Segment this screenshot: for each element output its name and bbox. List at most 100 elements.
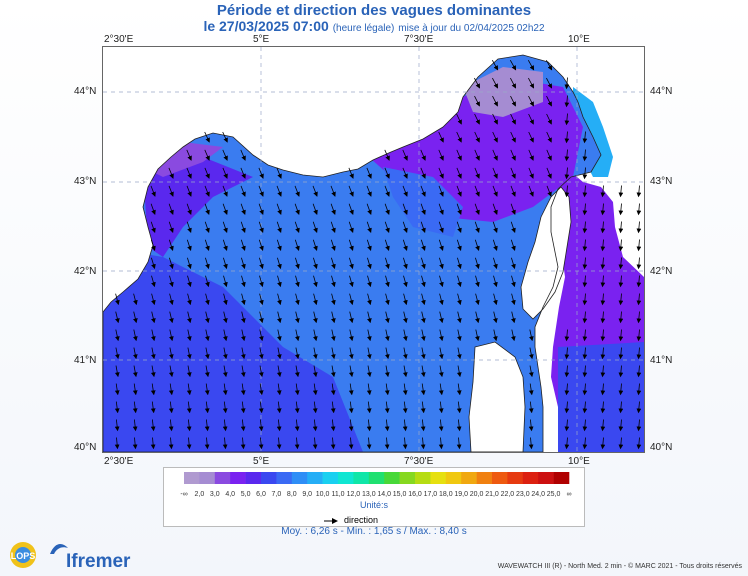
direction-arrow — [150, 221, 156, 233]
direction-arrow — [241, 293, 246, 306]
direction-arrow — [636, 347, 642, 360]
direction-arrow — [492, 149, 498, 161]
direction-arrow — [385, 257, 390, 270]
direction-arrow — [150, 437, 156, 450]
direction-arrow — [222, 149, 228, 161]
direction-arrow — [438, 167, 444, 179]
direction-arrow — [366, 329, 372, 342]
direction-arrow — [276, 419, 282, 432]
direction-arrow — [276, 185, 282, 197]
direction-arrow — [132, 365, 138, 378]
legend-label: 24,0 — [531, 491, 545, 498]
y-tick-right-5: 40°N — [650, 442, 673, 453]
direction-arrow — [223, 311, 228, 324]
direction-arrow — [438, 401, 444, 414]
direction-arrow — [222, 329, 228, 342]
direction-arrow — [420, 401, 426, 414]
direction-arrow — [456, 185, 462, 197]
direction-arrow — [348, 419, 354, 432]
direction-arrow — [258, 437, 264, 450]
direction-arrow — [222, 383, 228, 396]
direction-arrow — [420, 329, 426, 342]
direction-arrow — [132, 347, 138, 360]
direction-arrow — [546, 185, 552, 197]
direction-arrow — [348, 365, 354, 378]
direction-arrow — [438, 437, 444, 450]
legend-label: 3,0 — [209, 491, 220, 498]
direction-arrow — [564, 347, 570, 360]
legend-label: 21,0 — [485, 491, 499, 498]
direction-arrow — [474, 167, 480, 179]
x-tick-bottom-4: 10°E — [568, 456, 590, 467]
direction-arrow — [582, 185, 588, 198]
direction-arrow — [420, 383, 426, 396]
sea-zone-deep — [103, 247, 363, 452]
direction-arrow — [456, 419, 462, 432]
direction-arrow — [456, 131, 462, 143]
direction-arrow — [168, 365, 174, 378]
direction-arrow — [294, 419, 300, 432]
direction-arrow — [456, 365, 462, 378]
direction-arrow — [456, 113, 462, 125]
direction-arrow — [421, 275, 426, 288]
direction-arrow — [132, 437, 138, 450]
model-credit: WAVEWATCH III (R) - North Med. 2 min - ©… — [497, 563, 742, 570]
direction-arrow — [582, 239, 588, 252]
direction-arrow — [420, 419, 426, 432]
direction-arrow — [366, 401, 372, 414]
direction-arrow — [150, 401, 156, 414]
direction-arrow — [186, 221, 192, 233]
direction-arrow — [132, 329, 138, 342]
direction-arrow — [456, 203, 462, 215]
direction-arrow — [276, 383, 282, 396]
direction-arrow — [636, 419, 642, 432]
direction-arrow — [258, 167, 264, 179]
direction-arrow — [510, 149, 516, 161]
stats-line: Moy. : 6,26 s - Min. : 1,65 s / Max. : 8… — [281, 526, 467, 537]
direction-arrow — [168, 221, 174, 233]
direction-arrow — [222, 185, 228, 197]
update-date: mise à jour du 02/04/2025 02h22 — [398, 23, 545, 34]
direction-arrow — [582, 401, 588, 414]
direction-arrow — [150, 203, 156, 215]
direction-arrow — [384, 365, 390, 378]
direction-arrow — [330, 419, 336, 432]
ifremer-wave-icon — [50, 544, 68, 554]
direction-arrow — [492, 203, 498, 215]
direction-arrow — [330, 221, 336, 233]
legend-swatch — [553, 472, 570, 484]
direction-arrow — [168, 167, 174, 179]
direction-arrow — [456, 401, 462, 414]
direction-arrow — [348, 167, 354, 179]
direction-arrow-icon — [324, 518, 338, 524]
direction-arrow — [151, 311, 156, 324]
direction-arrow — [240, 401, 246, 414]
direction-arrow — [564, 131, 570, 144]
direction-arrow — [169, 311, 174, 324]
direction-arrow — [241, 257, 246, 270]
direction-arrow — [204, 203, 210, 215]
legend-label: 2,0 — [194, 491, 205, 498]
direction-arrow — [295, 293, 300, 306]
direction-arrow — [205, 275, 210, 288]
direction-arrow — [366, 167, 372, 179]
direction-arrow — [510, 131, 516, 143]
direction-arrow — [528, 329, 534, 342]
x-tick-bottom-1: 2°30'E — [104, 456, 134, 467]
direction-arrow — [600, 311, 606, 324]
direction-arrow — [438, 149, 444, 161]
direction-arrow — [204, 419, 210, 432]
wave-map[interactable] — [102, 46, 645, 453]
sea-zone-coast — [143, 142, 223, 177]
direction-arrow — [151, 257, 156, 270]
direction-arrow — [204, 185, 210, 197]
direction-arrow — [150, 347, 156, 360]
direction-arrow — [366, 347, 372, 360]
x-tick-bottom-3: 7°30'E — [404, 456, 434, 467]
direction-arrow — [491, 60, 499, 71]
direction-arrow — [331, 293, 336, 306]
direction-arrow — [582, 257, 588, 270]
legend-label: 17,0 — [423, 491, 438, 498]
direction-arrow — [636, 203, 642, 216]
direction-arrow — [564, 167, 570, 180]
